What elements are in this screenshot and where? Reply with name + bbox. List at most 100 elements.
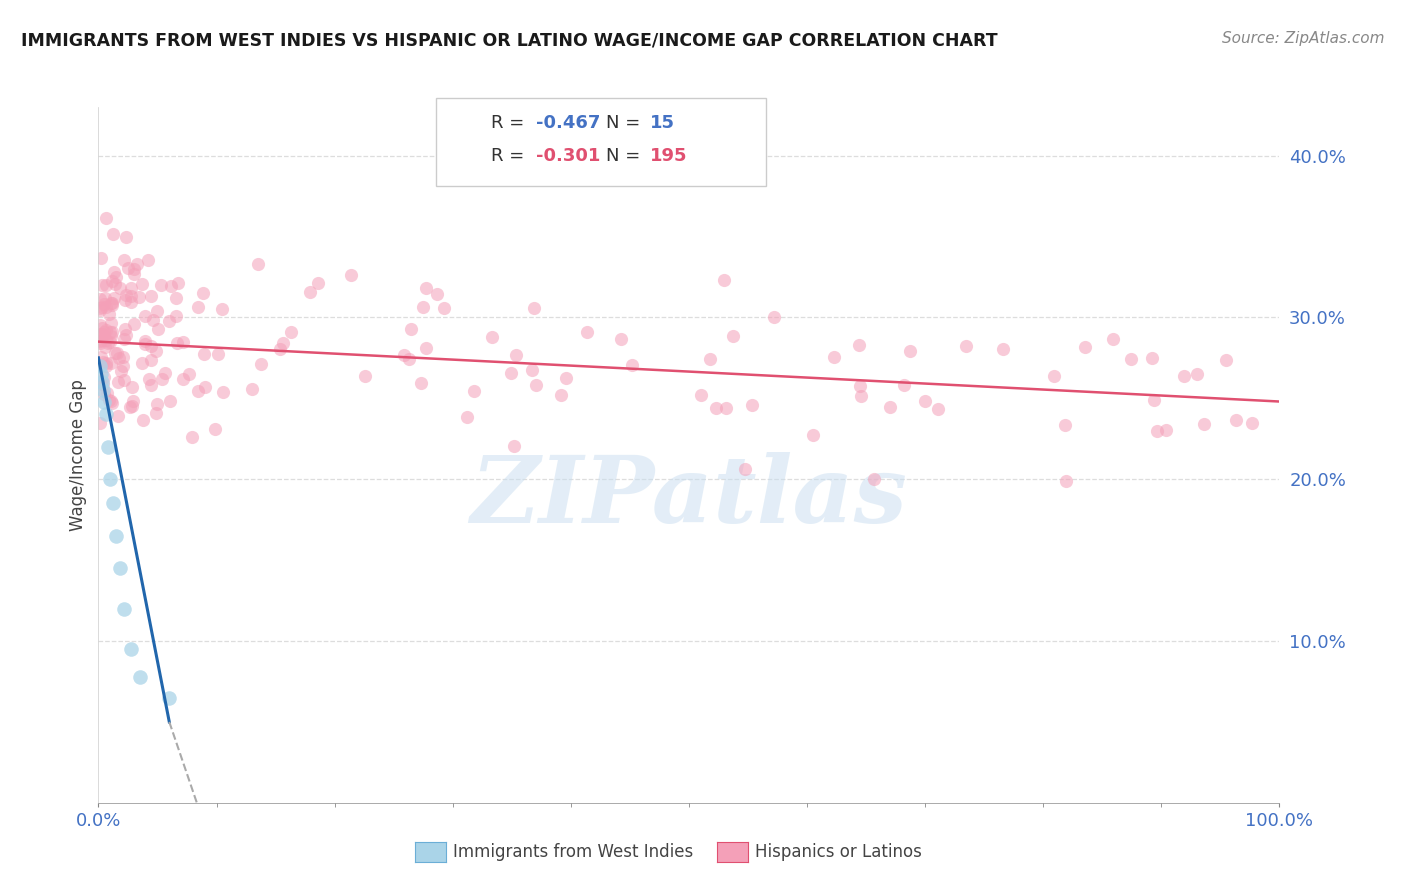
- Text: N =: N =: [606, 147, 645, 165]
- Point: [194, 380, 217, 394]
- Point: [898, 344, 921, 359]
- Point: [524, 378, 547, 392]
- Point: [94, 277, 117, 292]
- Point: [97, 393, 120, 408]
- Text: Hispanics or Latinos: Hispanics or Latinos: [755, 843, 922, 861]
- Point: [97, 336, 120, 351]
- Point: [914, 393, 936, 408]
- Point: [93, 370, 115, 384]
- Text: 195: 195: [650, 147, 688, 165]
- Point: [505, 348, 527, 362]
- Point: [121, 399, 143, 413]
- Point: [120, 400, 142, 414]
- Point: [713, 273, 735, 287]
- Point: [299, 285, 322, 299]
- Point: [94, 408, 117, 422]
- Point: [90, 252, 112, 266]
- Point: [114, 321, 136, 335]
- Point: [148, 322, 170, 336]
- Point: [146, 397, 169, 411]
- Point: [108, 561, 131, 575]
- Point: [463, 384, 485, 398]
- Text: N =: N =: [606, 114, 645, 132]
- Point: [122, 267, 145, 281]
- Point: [89, 318, 111, 332]
- Point: [307, 277, 329, 291]
- Point: [141, 289, 163, 303]
- Point: [741, 398, 763, 412]
- Point: [1173, 368, 1195, 383]
- Point: [128, 670, 150, 684]
- Point: [762, 310, 785, 324]
- Text: R =: R =: [491, 147, 530, 165]
- Point: [93, 394, 115, 409]
- Point: [699, 351, 721, 366]
- Point: [90, 367, 112, 381]
- Point: [165, 292, 187, 306]
- Point: [879, 400, 901, 414]
- Point: [98, 325, 121, 339]
- Point: [167, 277, 190, 291]
- Point: [1154, 424, 1177, 438]
- Point: [91, 329, 114, 343]
- Point: [392, 348, 415, 362]
- Point: [849, 378, 872, 392]
- Point: [90, 350, 112, 364]
- Point: [89, 336, 111, 351]
- Point: [340, 268, 363, 283]
- Point: [1142, 351, 1164, 366]
- Text: ZIPatlas: ZIPatlas: [471, 451, 907, 541]
- Point: [103, 291, 125, 305]
- Point: [91, 376, 114, 391]
- Point: [415, 281, 437, 295]
- Point: [91, 375, 114, 389]
- Point: [139, 339, 162, 353]
- Point: [177, 367, 200, 381]
- Point: [273, 335, 295, 350]
- Point: [94, 291, 117, 305]
- Point: [1053, 417, 1076, 432]
- Point: [620, 358, 643, 372]
- Point: [111, 351, 134, 365]
- Point: [107, 409, 129, 423]
- Point: [115, 229, 138, 244]
- Point: [100, 316, 122, 330]
- Point: [1225, 413, 1247, 427]
- Point: [398, 352, 420, 367]
- Point: [1146, 424, 1168, 438]
- Point: [90, 326, 112, 341]
- Point: [456, 410, 478, 425]
- Point: [157, 313, 180, 327]
- Point: [187, 301, 209, 315]
- Point: [415, 341, 437, 355]
- Point: [1187, 367, 1209, 381]
- Point: [399, 322, 422, 336]
- Text: R =: R =: [491, 114, 530, 132]
- Point: [246, 257, 269, 271]
- Point: [96, 359, 118, 374]
- Point: [89, 334, 111, 348]
- Point: [93, 325, 115, 339]
- Point: [134, 310, 156, 324]
- Point: [481, 330, 503, 344]
- Point: [101, 227, 124, 242]
- Point: [145, 343, 167, 358]
- Point: [94, 323, 117, 337]
- Point: [120, 289, 142, 303]
- Point: [353, 369, 375, 384]
- Point: [1194, 417, 1216, 432]
- Point: [91, 383, 114, 397]
- Point: [159, 393, 181, 408]
- Point: [89, 301, 111, 316]
- Point: [204, 422, 226, 436]
- Point: [280, 326, 302, 340]
- Point: [575, 325, 598, 339]
- Text: Source: ZipAtlas.com: Source: ZipAtlas.com: [1222, 31, 1385, 46]
- Point: [111, 359, 134, 374]
- Point: [110, 364, 132, 378]
- Point: [191, 285, 214, 300]
- Point: [128, 289, 150, 303]
- Point: [101, 395, 124, 409]
- Point: [100, 295, 122, 310]
- Text: IMMIGRANTS FROM WEST INDIES VS HISPANIC OR LATINO WAGE/INCOME GAP CORRELATION CH: IMMIGRANTS FROM WEST INDIES VS HISPANIC …: [21, 31, 998, 49]
